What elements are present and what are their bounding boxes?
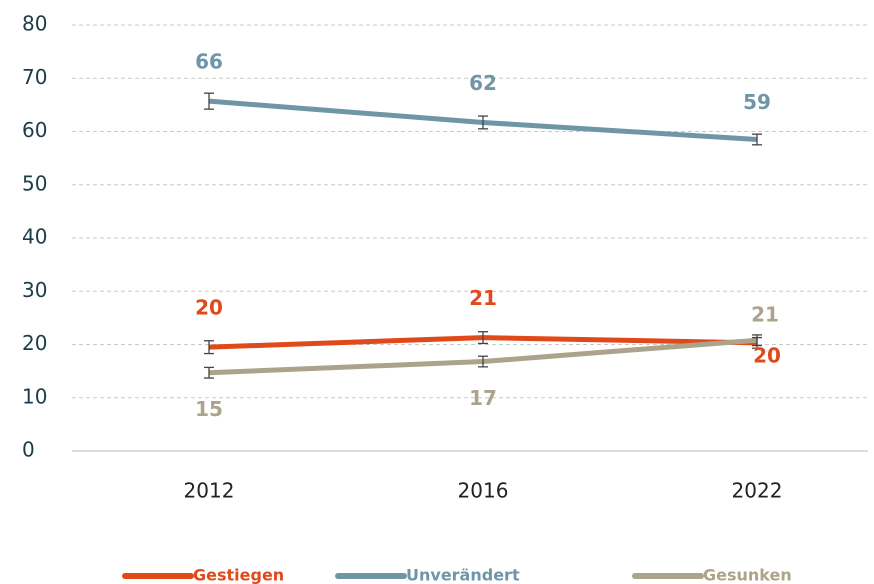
y-tick-label: 50: [22, 171, 47, 195]
y-tick-label: 70: [22, 65, 47, 89]
data-label: 20: [195, 296, 223, 320]
y-tick-label: 30: [22, 278, 47, 302]
error-bar: [204, 92, 214, 110]
data-label: 62: [469, 71, 497, 95]
y-tick-label: 20: [22, 331, 47, 355]
error-bar: [752, 133, 762, 146]
data-label: 17: [469, 386, 497, 410]
error-bar: [478, 115, 488, 130]
y-tick-label: 0: [22, 438, 35, 462]
data-label: 15: [195, 397, 223, 421]
error-bar: [752, 334, 762, 347]
y-tick-label: 10: [22, 384, 47, 408]
x-tick-label: 2022: [732, 479, 783, 503]
x-tick-label: 2012: [184, 479, 235, 503]
error-bar: [204, 366, 214, 379]
legend-label: Gesunken: [703, 566, 792, 584]
x-tick-label: 2016: [458, 479, 509, 503]
data-label: 66: [195, 50, 223, 74]
legend-label: Gestiegen: [193, 566, 284, 584]
legend-label: Unverändert: [406, 566, 520, 584]
y-tick-label: 80: [22, 12, 47, 36]
data-label: 21: [751, 303, 779, 327]
y-tick-label: 40: [22, 225, 47, 249]
data-label: 21: [469, 286, 497, 310]
data-label: 59: [743, 90, 771, 114]
error-bar: [478, 331, 488, 345]
error-bar: [204, 340, 214, 355]
y-tick-label: 60: [22, 118, 47, 142]
error-bar: [478, 355, 488, 368]
data-label: 20: [753, 343, 781, 367]
